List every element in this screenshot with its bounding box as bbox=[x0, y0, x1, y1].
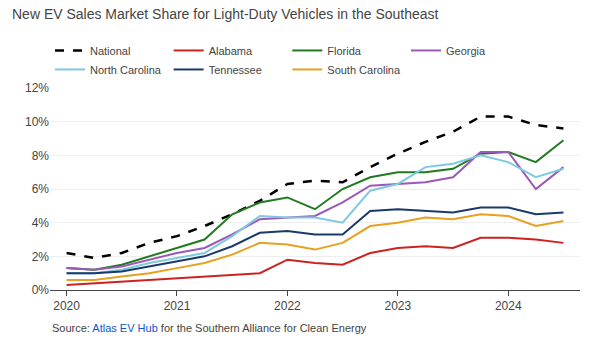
svg-text:Florida: Florida bbox=[327, 45, 362, 57]
svg-text:8%: 8% bbox=[32, 149, 50, 163]
svg-text:2021: 2021 bbox=[164, 299, 191, 313]
svg-text:2%: 2% bbox=[32, 250, 50, 264]
svg-text:Source: Atlas EV Hub for the S: Source: Atlas EV Hub for the Southern Al… bbox=[52, 322, 367, 334]
svg-text:Alabama: Alabama bbox=[209, 45, 253, 57]
svg-text:National: National bbox=[90, 45, 130, 57]
svg-text:2020: 2020 bbox=[53, 299, 80, 313]
svg-text:North Carolina: North Carolina bbox=[90, 64, 162, 76]
svg-text:Georgia: Georgia bbox=[446, 45, 486, 57]
svg-text:New EV Sales Market Share for: New EV Sales Market Share for Light-Duty… bbox=[12, 6, 439, 22]
svg-text:0%: 0% bbox=[32, 283, 50, 297]
svg-text:6%: 6% bbox=[32, 182, 50, 196]
svg-text:2022: 2022 bbox=[274, 299, 301, 313]
svg-text:South Carolina: South Carolina bbox=[327, 64, 401, 76]
svg-text:12%: 12% bbox=[25, 81, 49, 95]
svg-text:Tennessee: Tennessee bbox=[209, 64, 262, 76]
svg-text:2023: 2023 bbox=[384, 299, 411, 313]
svg-text:10%: 10% bbox=[25, 115, 49, 129]
svg-text:2024: 2024 bbox=[495, 299, 522, 313]
svg-text:4%: 4% bbox=[32, 216, 50, 230]
